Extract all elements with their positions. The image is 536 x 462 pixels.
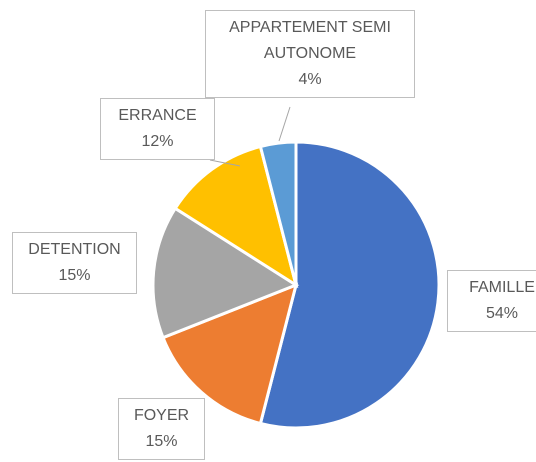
leader-line [209,159,241,167]
value-label: 15% [145,433,178,450]
category-label: DETENTION [28,241,121,258]
pie-slice [161,282,299,426]
data-label: FAMILLE 54% [447,270,536,332]
pie-slice [258,140,298,286]
value-label: 54% [485,305,519,322]
category-label: APPARTEMENT SEMI AUTONOME [229,19,391,62]
pie-slice [173,144,299,289]
data-label: ERRANCE 12% [100,98,215,160]
data-label: APPARTEMENT SEMI AUTONOME 4% [205,10,415,98]
pie-slice [258,140,441,430]
pie-slice [151,206,300,340]
value-label: 12% [141,133,174,150]
data-label: DETENTION 15% [12,232,137,294]
value-label: 15% [58,267,91,284]
category-label: FOYER [133,407,190,424]
value-label: 4% [298,71,322,88]
category-label: ERRANCE [118,107,197,124]
data-label: FOYER 15% [118,398,205,460]
category-label: FAMILLE [469,279,535,296]
leader-line [278,106,291,142]
